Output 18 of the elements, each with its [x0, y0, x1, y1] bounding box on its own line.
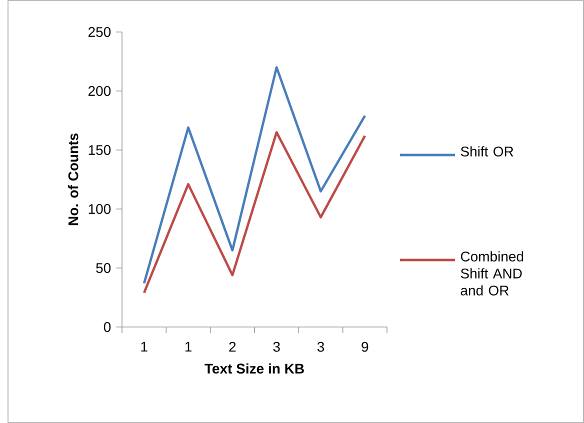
line-series [142, 131, 366, 294]
y-tick-label: 50 [96, 263, 111, 273]
x-tick-label: 2 [229, 342, 236, 352]
x-tick-label: 3 [273, 342, 280, 352]
x-tick-label: 9 [362, 342, 368, 352]
y-axis-title: No. of Counts [68, 134, 78, 226]
legend-label: Shift OR [460, 146, 514, 156]
y-tick-label: 200 [88, 86, 111, 96]
x-tick-label: 1 [141, 342, 148, 352]
legend-label: Combined Shift AND and OR [460, 251, 524, 296]
y-tick-label: 0 [104, 322, 111, 332]
x-axis-title: Text Size in KB [204, 363, 304, 374]
line-series [142, 66, 366, 285]
x-tick-label: 3 [317, 342, 324, 352]
y-tick-label: 250 [88, 27, 111, 37]
x-tick-label: 1 [185, 342, 192, 352]
y-tick-label: 100 [88, 204, 111, 214]
y-tick-label: 150 [88, 145, 111, 155]
